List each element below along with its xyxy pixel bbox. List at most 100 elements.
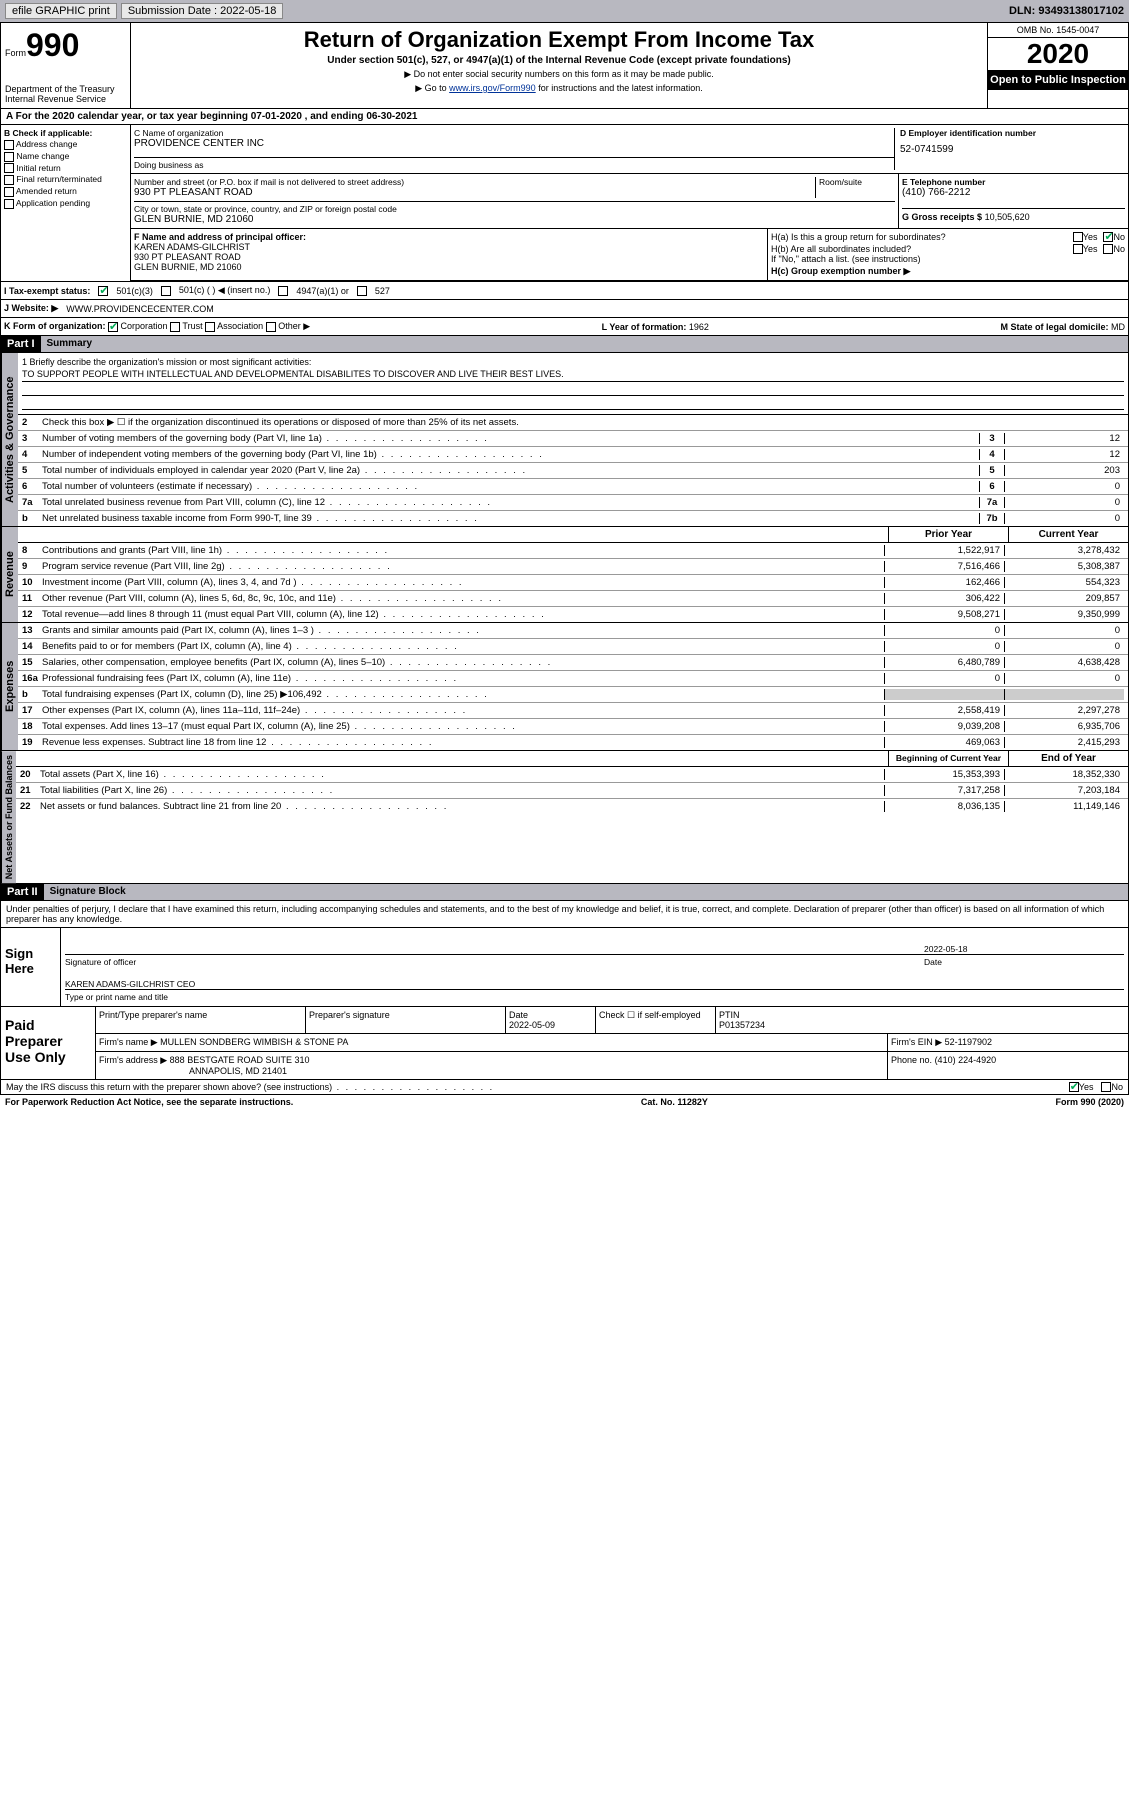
form-990-number: 990: [26, 27, 79, 63]
officer-sig-field[interactable]: [65, 944, 924, 954]
line-5: 5Total number of individuals employed in…: [18, 463, 1128, 479]
opt-527: 527: [375, 286, 390, 296]
title-box: Return of Organization Exempt From Incom…: [131, 23, 988, 108]
street-value: 930 PT PLEASANT ROAD: [134, 187, 815, 198]
ptin-label: PTIN: [719, 1010, 740, 1020]
dln-display: DLN: 93493138017102: [1009, 5, 1124, 17]
dln-label: DLN:: [1009, 5, 1035, 17]
line-b: bNet unrelated business taxable income f…: [18, 511, 1128, 526]
section-f: F Name and address of principal officer:…: [131, 229, 768, 280]
chk-trust[interactable]: [170, 322, 180, 332]
goto-post: for instructions and the latest informat…: [536, 83, 703, 93]
chk-corp[interactable]: [108, 322, 118, 332]
officer-label: F Name and address of principal officer:: [134, 232, 764, 242]
ha-no-check[interactable]: [1103, 232, 1113, 242]
irs-link[interactable]: www.irs.gov/Form990: [449, 83, 536, 93]
dba-label: Doing business as: [134, 157, 894, 170]
sig-date-value: 2022-05-18: [924, 944, 1124, 954]
footer: For Paperwork Reduction Act Notice, see …: [0, 1095, 1129, 1109]
chk-label: Address change: [16, 139, 77, 149]
firm-addr1: 888 BESTGATE ROAD SUITE 310: [170, 1055, 310, 1065]
prior-year-hdr: Prior Year: [888, 527, 1008, 542]
ha-no: No: [1113, 232, 1125, 242]
year-box: OMB No. 1545-0047 2020 Open to Public In…: [988, 23, 1128, 108]
mission-text: TO SUPPORT PEOPLE WITH INTELLECTUAL AND …: [22, 367, 1124, 382]
hb-yes-check[interactable]: [1073, 244, 1083, 254]
revenue-col-headers: Prior Year Current Year: [18, 527, 1128, 543]
website-label: J Website: ▶: [4, 303, 58, 314]
discuss-yes-check[interactable]: [1069, 1082, 1079, 1092]
chk-application-pending[interactable]: Application pending: [4, 198, 127, 209]
chk-other[interactable]: [266, 322, 276, 332]
part1-header-row: Part I Summary: [0, 336, 1129, 353]
m-value: MD: [1111, 322, 1125, 332]
prep-date-label: Date: [509, 1010, 528, 1020]
ptin-value: P01357234: [719, 1020, 765, 1030]
phone-label: E Telephone number: [902, 177, 1125, 187]
chk-assoc[interactable]: [205, 322, 215, 332]
tax-period: A For the 2020 calendar year, or tax yea…: [0, 109, 1129, 125]
line-17: 17Other expenses (Part IX, column (A), l…: [18, 703, 1128, 719]
mission-block: 1 Briefly describe the organization's mi…: [18, 353, 1128, 415]
room-label: Room/suite: [819, 177, 895, 187]
phone-value: (410) 766-2212: [902, 187, 1125, 198]
hb-label: H(b) Are all subordinates included?: [771, 244, 1073, 254]
vlabel-governance: Activities & Governance: [1, 353, 18, 526]
netassets-section: Net Assets or Fund Balances Beginning of…: [0, 751, 1129, 884]
chk-527[interactable]: [357, 286, 367, 296]
submission-date-button[interactable]: Submission Date : 2022-05-18: [121, 3, 284, 19]
chk-4947[interactable]: [278, 286, 288, 296]
section-b: B Check if applicable: Address change Na…: [1, 125, 131, 281]
line-7a: 7aTotal unrelated business revenue from …: [18, 495, 1128, 511]
firm-ein-label: Firm's EIN ▶: [891, 1037, 942, 1047]
efile-print-button[interactable]: efile GRAPHIC print: [5, 3, 117, 19]
current-year-hdr: Current Year: [1008, 527, 1128, 542]
line-3: 3Number of voting members of the governi…: [18, 431, 1128, 447]
chk-final-return[interactable]: Final return/terminated: [4, 174, 127, 185]
section-j: J Website: ▶ WWW.PROVIDENCECENTER.COM: [0, 300, 1129, 318]
sign-here-label: Sign Here: [1, 928, 61, 1006]
chk-amended-return[interactable]: Amended return: [4, 186, 127, 197]
chk-501c3[interactable]: [98, 286, 108, 296]
governance-section: Activities & Governance 1 Briefly descri…: [0, 353, 1129, 527]
firm-phone-value: (410) 224-4920: [935, 1055, 997, 1065]
chk-initial-return[interactable]: Initial return: [4, 163, 127, 174]
street-label: Number and street (or P.O. box if mail i…: [134, 177, 815, 187]
signature-section: Under penalties of perjury, I declare th…: [0, 901, 1129, 1080]
chk-address-change[interactable]: Address change: [4, 139, 127, 150]
l-value: 1962: [689, 322, 709, 332]
firm-name-value: MULLEN SONDBERG WIMBISH & STONE PA: [160, 1037, 348, 1047]
discuss-text: May the IRS discuss this return with the…: [6, 1082, 1069, 1092]
city-label: City or town, state or province, country…: [134, 204, 895, 214]
opt-other: Other ▶: [278, 321, 310, 331]
vlabel-revenue: Revenue: [1, 527, 18, 622]
section-d: D Employer identification number 52-0741…: [895, 128, 1125, 170]
sign-here-row: Sign Here 2022-05-18 Signature of office…: [1, 927, 1128, 1006]
top-toolbar: efile GRAPHIC print Submission Date : 20…: [0, 0, 1129, 22]
line-13: 13Grants and similar amounts paid (Part …: [18, 623, 1128, 639]
cat-no: Cat. No. 11282Y: [641, 1097, 708, 1107]
discuss-yes: Yes: [1079, 1082, 1094, 1092]
opt-501c: 501(c) ( ) ◀ (insert no.): [179, 285, 270, 296]
opt-assoc: Association: [217, 321, 263, 331]
form-number-box: Form990 Department of the Treasury Inter…: [1, 23, 131, 108]
opt-501c3: 501(c)(3): [116, 286, 153, 296]
firm-addr-label: Firm's address ▶: [99, 1055, 167, 1065]
hb-no-check[interactable]: [1103, 244, 1113, 254]
submission-label: Submission Date :: [128, 5, 217, 17]
revenue-section: Revenue Prior Year Current Year 8Contrib…: [0, 527, 1129, 623]
begin-year-hdr: Beginning of Current Year: [888, 751, 1008, 766]
discuss-no-check[interactable]: [1101, 1082, 1111, 1092]
ha-yes-check[interactable]: [1073, 232, 1083, 242]
officer-addr1: 930 PT PLEASANT ROAD: [134, 252, 764, 262]
chk-501c[interactable]: [161, 286, 171, 296]
self-employed-check[interactable]: Check ☐ if self-employed: [596, 1007, 716, 1033]
opt-4947: 4947(a)(1) or: [296, 286, 349, 296]
dln-value: 93493138017102: [1038, 5, 1124, 17]
sig-officer-label: Signature of officer: [65, 957, 924, 967]
line-18: 18Total expenses. Add lines 13–17 (must …: [18, 719, 1128, 735]
mission-label: 1 Briefly describe the organization's mi…: [22, 357, 1124, 367]
discuss-no: No: [1111, 1082, 1123, 1092]
chk-name-change[interactable]: Name change: [4, 151, 127, 162]
firm-ein-value: 52-1197902: [945, 1037, 992, 1047]
